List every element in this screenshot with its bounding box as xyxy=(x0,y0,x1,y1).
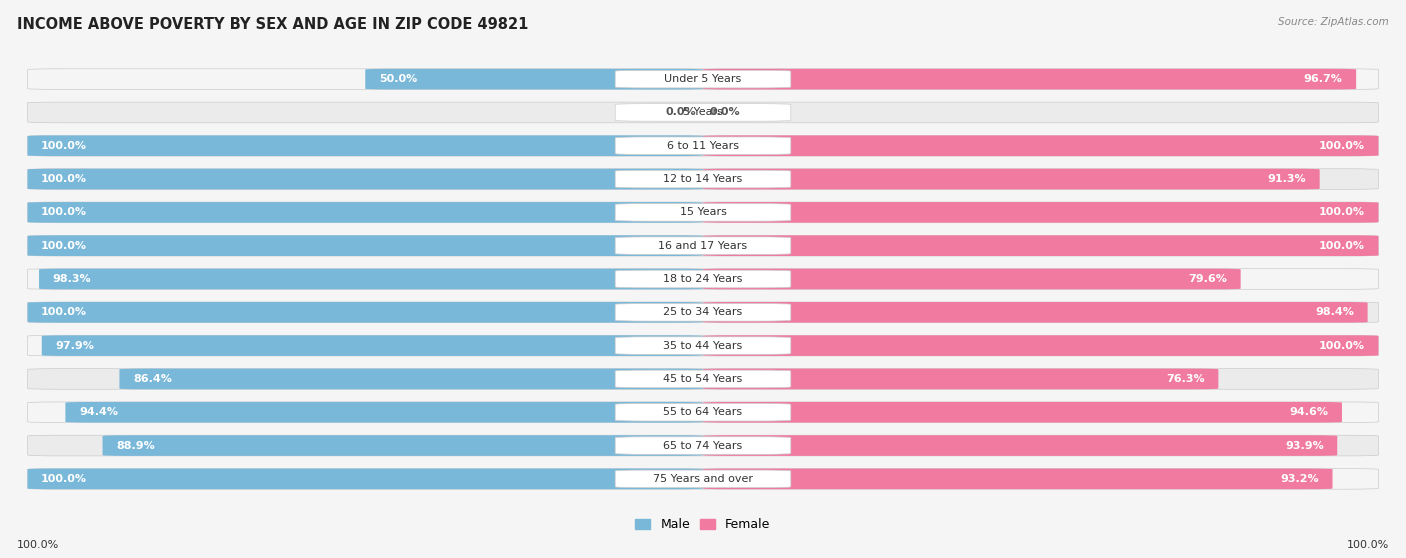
Text: 15 Years: 15 Years xyxy=(679,208,727,218)
FancyBboxPatch shape xyxy=(616,370,790,388)
Text: 100.0%: 100.0% xyxy=(41,474,87,484)
FancyBboxPatch shape xyxy=(28,469,1378,489)
FancyBboxPatch shape xyxy=(366,69,703,89)
Text: 0.0%: 0.0% xyxy=(710,108,741,117)
FancyBboxPatch shape xyxy=(42,335,703,356)
FancyBboxPatch shape xyxy=(616,437,790,454)
Text: 100.0%: 100.0% xyxy=(1319,141,1365,151)
Text: 94.4%: 94.4% xyxy=(79,407,118,417)
FancyBboxPatch shape xyxy=(28,335,1378,356)
FancyBboxPatch shape xyxy=(28,302,1378,323)
FancyBboxPatch shape xyxy=(703,69,1357,89)
FancyBboxPatch shape xyxy=(28,469,703,489)
Text: 79.6%: 79.6% xyxy=(1188,274,1227,284)
Text: 12 to 14 Years: 12 to 14 Years xyxy=(664,174,742,184)
FancyBboxPatch shape xyxy=(616,170,790,188)
Text: 100.0%: 100.0% xyxy=(1319,340,1365,350)
FancyBboxPatch shape xyxy=(28,302,703,323)
FancyBboxPatch shape xyxy=(28,369,1378,389)
FancyBboxPatch shape xyxy=(28,235,703,256)
FancyBboxPatch shape xyxy=(103,435,703,456)
FancyBboxPatch shape xyxy=(703,202,1378,223)
FancyBboxPatch shape xyxy=(66,402,703,422)
FancyBboxPatch shape xyxy=(28,136,703,156)
FancyBboxPatch shape xyxy=(28,202,703,223)
Text: 96.7%: 96.7% xyxy=(1303,74,1343,84)
FancyBboxPatch shape xyxy=(28,202,1378,223)
Text: 91.3%: 91.3% xyxy=(1268,174,1306,184)
FancyBboxPatch shape xyxy=(28,136,1378,156)
Text: 98.3%: 98.3% xyxy=(52,274,91,284)
Text: 0.0%: 0.0% xyxy=(665,108,696,117)
Text: 18 to 24 Years: 18 to 24 Years xyxy=(664,274,742,284)
Text: 100.0%: 100.0% xyxy=(41,307,87,318)
FancyBboxPatch shape xyxy=(616,70,790,88)
Text: Under 5 Years: Under 5 Years xyxy=(665,74,741,84)
FancyBboxPatch shape xyxy=(28,102,1378,123)
Text: 100.0%: 100.0% xyxy=(41,174,87,184)
Text: 75 Years and over: 75 Years and over xyxy=(652,474,754,484)
Text: 45 to 54 Years: 45 to 54 Years xyxy=(664,374,742,384)
FancyBboxPatch shape xyxy=(28,268,1378,290)
Text: 100.0%: 100.0% xyxy=(1319,240,1365,251)
FancyBboxPatch shape xyxy=(28,402,1378,422)
Text: 88.9%: 88.9% xyxy=(117,441,155,450)
Text: 100.0%: 100.0% xyxy=(41,208,87,218)
FancyBboxPatch shape xyxy=(28,435,1378,456)
Text: Source: ZipAtlas.com: Source: ZipAtlas.com xyxy=(1278,17,1389,27)
Text: 98.4%: 98.4% xyxy=(1315,307,1354,318)
Text: 6 to 11 Years: 6 to 11 Years xyxy=(666,141,740,151)
FancyBboxPatch shape xyxy=(616,403,790,421)
Text: 55 to 64 Years: 55 to 64 Years xyxy=(664,407,742,417)
Text: 93.2%: 93.2% xyxy=(1281,474,1319,484)
FancyBboxPatch shape xyxy=(703,136,1378,156)
Text: 100.0%: 100.0% xyxy=(17,540,59,550)
FancyBboxPatch shape xyxy=(703,402,1341,422)
Text: 93.9%: 93.9% xyxy=(1285,441,1323,450)
Text: 5 Years: 5 Years xyxy=(683,108,723,117)
FancyBboxPatch shape xyxy=(616,104,790,121)
FancyBboxPatch shape xyxy=(616,237,790,254)
Text: 50.0%: 50.0% xyxy=(378,74,418,84)
FancyBboxPatch shape xyxy=(616,137,790,155)
FancyBboxPatch shape xyxy=(28,235,1378,256)
FancyBboxPatch shape xyxy=(703,268,1240,290)
FancyBboxPatch shape xyxy=(703,369,1219,389)
Text: 100.0%: 100.0% xyxy=(1319,208,1365,218)
FancyBboxPatch shape xyxy=(616,270,790,288)
Text: 16 and 17 Years: 16 and 17 Years xyxy=(658,240,748,251)
Legend: Male, Female: Male, Female xyxy=(630,513,776,536)
FancyBboxPatch shape xyxy=(703,469,1333,489)
FancyBboxPatch shape xyxy=(39,268,703,290)
FancyBboxPatch shape xyxy=(616,470,790,488)
Text: 65 to 74 Years: 65 to 74 Years xyxy=(664,441,742,450)
FancyBboxPatch shape xyxy=(703,169,1320,189)
FancyBboxPatch shape xyxy=(703,435,1337,456)
Text: 86.4%: 86.4% xyxy=(134,374,172,384)
Text: 97.9%: 97.9% xyxy=(55,340,94,350)
Text: 94.6%: 94.6% xyxy=(1289,407,1329,417)
FancyBboxPatch shape xyxy=(703,302,1368,323)
FancyBboxPatch shape xyxy=(703,235,1378,256)
FancyBboxPatch shape xyxy=(28,169,1378,189)
FancyBboxPatch shape xyxy=(616,337,790,354)
Text: 35 to 44 Years: 35 to 44 Years xyxy=(664,340,742,350)
FancyBboxPatch shape xyxy=(616,304,790,321)
FancyBboxPatch shape xyxy=(28,69,1378,89)
FancyBboxPatch shape xyxy=(616,204,790,221)
Text: 25 to 34 Years: 25 to 34 Years xyxy=(664,307,742,318)
Text: 100.0%: 100.0% xyxy=(41,141,87,151)
Text: INCOME ABOVE POVERTY BY SEX AND AGE IN ZIP CODE 49821: INCOME ABOVE POVERTY BY SEX AND AGE IN Z… xyxy=(17,17,529,32)
FancyBboxPatch shape xyxy=(28,169,703,189)
Text: 100.0%: 100.0% xyxy=(41,240,87,251)
FancyBboxPatch shape xyxy=(120,369,703,389)
Text: 76.3%: 76.3% xyxy=(1166,374,1205,384)
Text: 100.0%: 100.0% xyxy=(1347,540,1389,550)
FancyBboxPatch shape xyxy=(703,335,1378,356)
